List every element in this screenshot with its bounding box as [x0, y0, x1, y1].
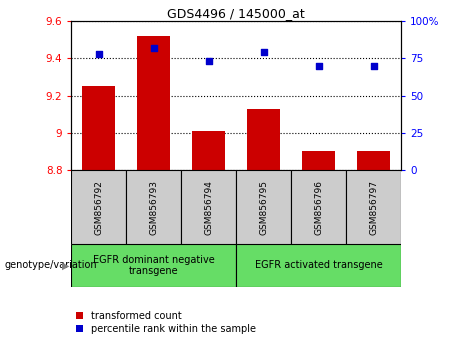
Bar [247, 109, 280, 170]
Point [95, 51, 103, 57]
Point [260, 50, 267, 55]
Point [150, 45, 158, 51]
Text: GSM856794: GSM856794 [204, 179, 213, 235]
Text: GSM856796: GSM856796 [314, 179, 323, 235]
Text: EGFR activated transgene: EGFR activated transgene [255, 261, 383, 270]
Bar [357, 151, 390, 170]
Text: GSM856795: GSM856795 [259, 179, 268, 235]
Bar [83, 86, 115, 170]
Legend: transformed count, percentile rank within the sample: transformed count, percentile rank withi… [77, 311, 256, 333]
Bar [137, 36, 171, 170]
Bar [236, 244, 401, 287]
Bar [291, 170, 346, 244]
Bar [192, 131, 225, 170]
Bar [71, 244, 236, 287]
Bar [302, 151, 335, 170]
Bar [346, 170, 401, 244]
Text: GSM856793: GSM856793 [149, 179, 159, 235]
Bar [236, 170, 291, 244]
Text: ▶: ▶ [62, 261, 70, 270]
Bar [181, 170, 236, 244]
Title: GDS4496 / 145000_at: GDS4496 / 145000_at [167, 7, 305, 20]
Point [370, 63, 377, 69]
Text: GSM856797: GSM856797 [369, 179, 378, 235]
Text: GSM856792: GSM856792 [95, 179, 103, 235]
Bar [71, 170, 126, 244]
Bar [126, 170, 181, 244]
Text: genotype/variation: genotype/variation [5, 261, 97, 270]
Text: EGFR dominant negative
transgene: EGFR dominant negative transgene [93, 255, 215, 276]
Point [205, 58, 213, 64]
Point [315, 63, 322, 69]
